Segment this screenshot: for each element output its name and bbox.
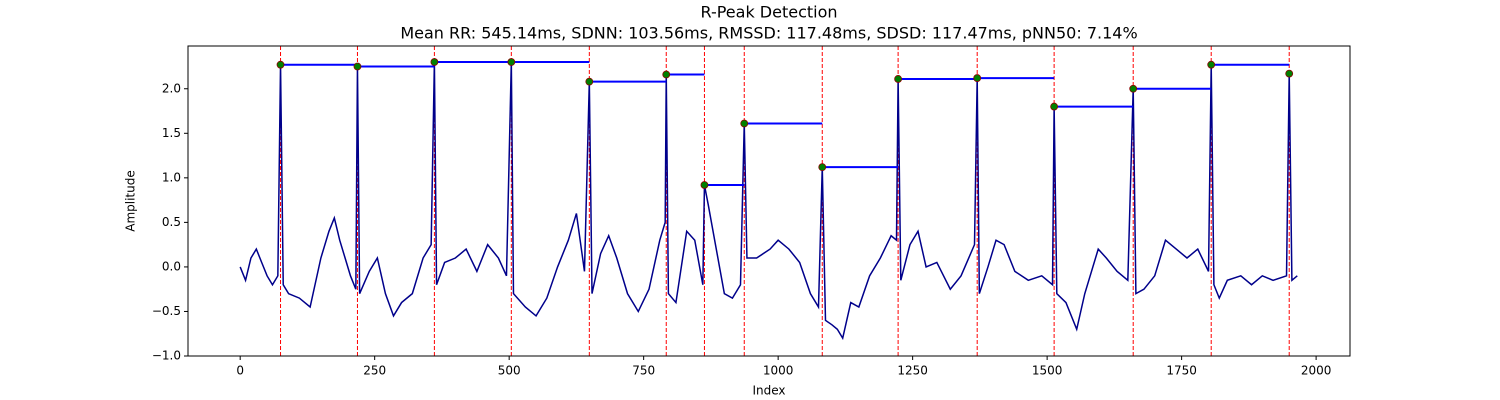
peak-marker: [1050, 102, 1059, 111]
peak-marker: [662, 70, 671, 79]
peak-marker: [1207, 60, 1216, 69]
x-tick-label: 750: [632, 364, 655, 378]
y-axis-label: Amplitude: [124, 170, 138, 232]
chart-subtitle: Mean RR: 545.14ms, SDNN: 103.56ms, RMSSD…: [400, 24, 1137, 43]
y-tick-label: −1.0: [152, 349, 181, 363]
x-tick-label: 1500: [1032, 364, 1063, 378]
peak-marker: [740, 119, 749, 128]
y-tick-label: 1.0: [162, 170, 181, 184]
peak-marker: [585, 77, 594, 86]
x-tick-label: 1250: [897, 364, 928, 378]
chart-title: R-Peak Detection: [700, 3, 837, 22]
peak-marker: [276, 60, 285, 69]
x-tick-label: 0: [236, 364, 244, 378]
x-tick-label: 250: [363, 364, 386, 378]
peak-marker: [430, 58, 439, 66]
peak-marker: [1129, 84, 1138, 93]
plot-frame: [187, 45, 1351, 357]
y-tick-label: 1.5: [162, 126, 181, 140]
peak-marker: [353, 62, 362, 71]
peak-marker: [1285, 69, 1294, 78]
peak-marker: [894, 75, 903, 83]
x-tick-label: 2000: [1301, 364, 1332, 378]
x-tick-label: 1750: [1166, 364, 1197, 378]
peak-marker: [700, 181, 709, 189]
signal-line: [239, 62, 1298, 341]
y-tick-label: 0.0: [162, 259, 181, 273]
y-tick-label: 2.0: [162, 81, 181, 95]
y-tick-label: −0.5: [152, 304, 181, 318]
x-tick-label: 1000: [763, 364, 794, 378]
x-tick-label: 500: [498, 364, 521, 378]
x-axis-label: Index: [752, 384, 785, 398]
peak-marker: [507, 58, 516, 66]
peak-marker: [973, 74, 982, 82]
peak-marker: [818, 163, 827, 172]
y-tick-label: 0.5: [162, 215, 181, 229]
